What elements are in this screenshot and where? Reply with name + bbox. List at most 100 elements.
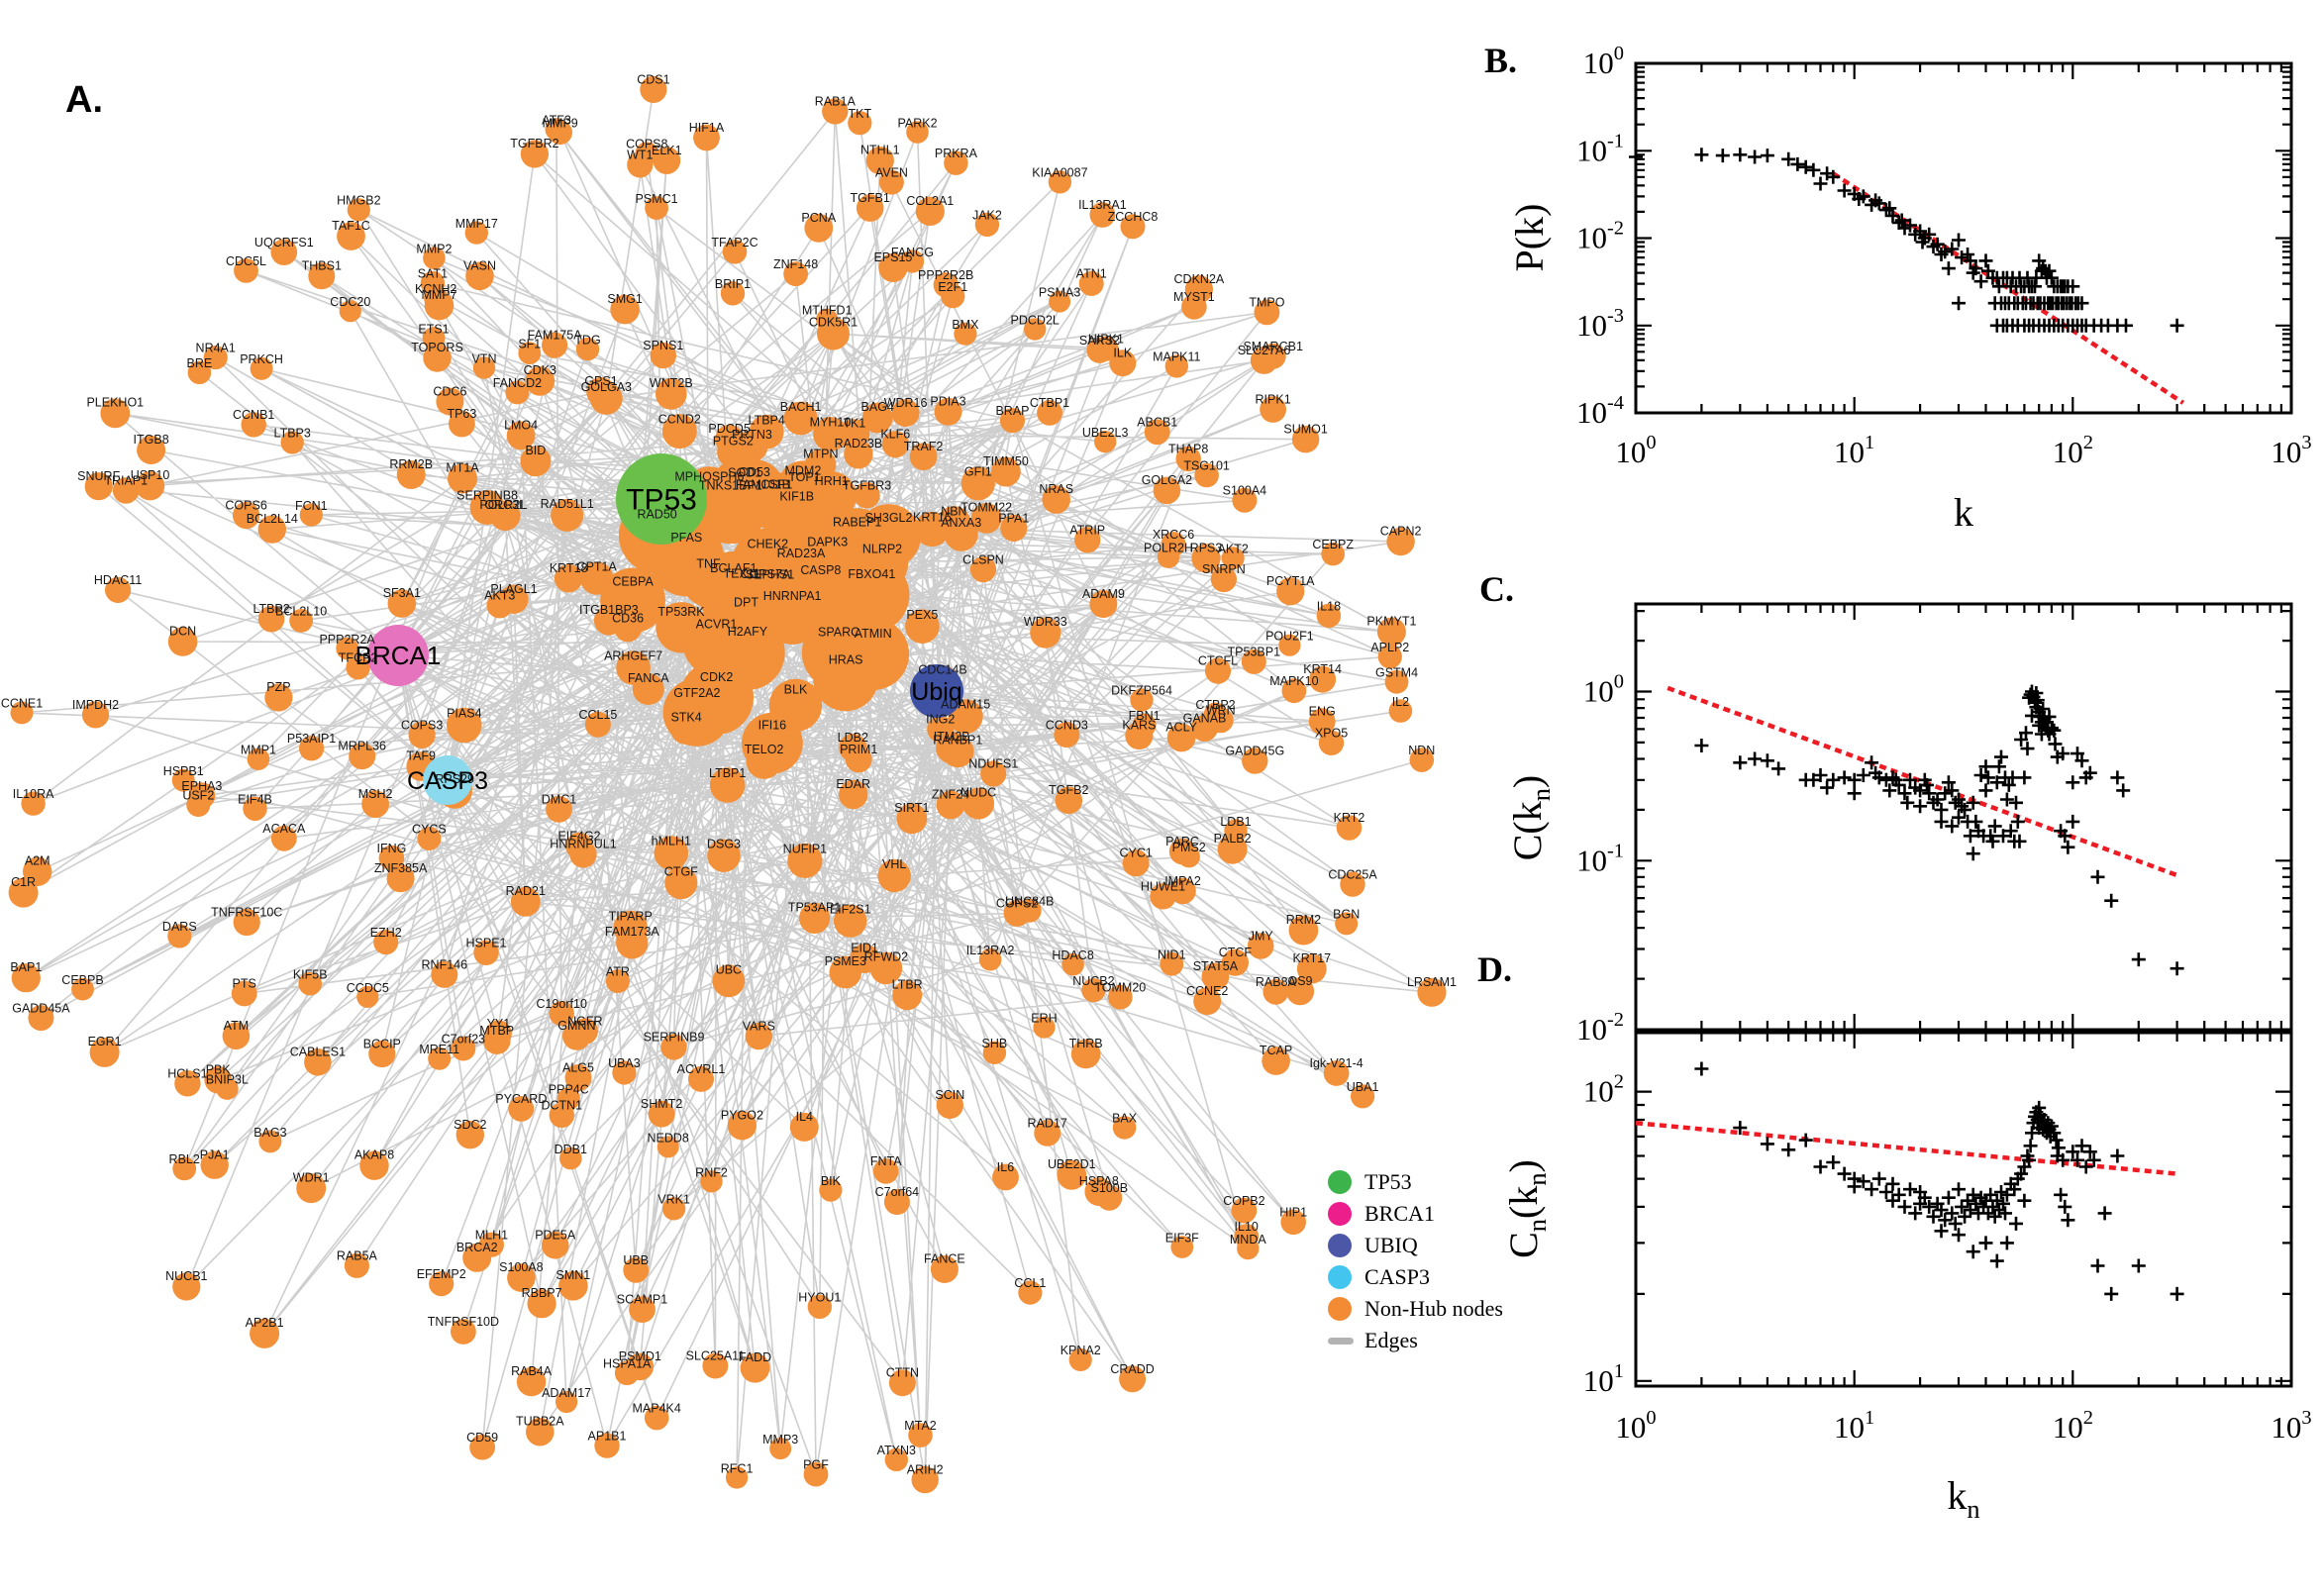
- network-legend: TP53 BRCA1 UBIQ CASP3 Non-Hub nodes Edge…: [1328, 1169, 1503, 1360]
- network-node-label: BAG4: [861, 400, 894, 414]
- network-node: [927, 715, 955, 743]
- network-node-label: FNTA: [870, 1154, 902, 1168]
- network-node-label: PMS2: [1172, 841, 1206, 854]
- network-node-label: CCNB1: [233, 408, 274, 422]
- network-node-label: ATF3: [542, 113, 571, 127]
- network-node-label: CCL1: [1014, 1276, 1046, 1290]
- network-node-label: SEPHS1: [746, 567, 794, 581]
- network-node: [629, 1296, 656, 1323]
- network-node-label: OS9: [1287, 974, 1312, 988]
- network-node-label: TAF9: [406, 748, 436, 762]
- network-node: [908, 1423, 933, 1447]
- network-node-label: MLH1: [475, 1229, 508, 1243]
- network-node-label: UNC84B: [1005, 894, 1054, 908]
- network-node-label: TRIAP1: [104, 473, 148, 487]
- network-node: [428, 1047, 452, 1070]
- network-node: [1081, 978, 1106, 1003]
- network-node: [135, 471, 165, 501]
- network-node: [298, 971, 323, 996]
- legend-label: Non-Hub nodes: [1364, 1296, 1503, 1321]
- network-node: [777, 460, 829, 511]
- network-node-label: MNDA: [1230, 1233, 1266, 1247]
- network-node: [417, 827, 442, 850]
- network-node-label: CEBPA: [612, 575, 654, 589]
- network-node-label: DAPK3: [807, 536, 848, 549]
- network-node: [1068, 1347, 1092, 1371]
- network-node: [1089, 590, 1118, 619]
- hub-label-brca1: BRCA1: [355, 641, 442, 670]
- network-node-label: TIPARP: [609, 909, 653, 923]
- network-node: [1296, 953, 1327, 984]
- network-node-label: ABCB1: [1137, 416, 1177, 430]
- hub-label-tp53: TP53: [626, 484, 697, 517]
- network-node: [1221, 948, 1249, 976]
- network-node-label: TNFRSF10C: [211, 905, 282, 919]
- network-node-label: CCND3: [1046, 718, 1088, 732]
- network-node: [347, 198, 370, 222]
- network-node-label: SMG1: [607, 292, 642, 306]
- network-node: [234, 258, 258, 283]
- network-node: [200, 1150, 229, 1179]
- network-node: [914, 511, 951, 548]
- network-node-label: MMP7: [421, 288, 456, 302]
- network-node-label: FAM175A: [528, 329, 583, 343]
- network-node: [489, 500, 521, 532]
- network-node-label: UBE2L3: [1082, 426, 1129, 440]
- network-node-label: BIK: [821, 1174, 842, 1188]
- network-node: [610, 294, 640, 325]
- network-node-label: GADD45G: [1225, 745, 1284, 758]
- network-node: [564, 1064, 592, 1091]
- network-node: [525, 366, 556, 396]
- network-node: [1291, 426, 1320, 453]
- network-node: [346, 655, 370, 680]
- legend-item-tp53: TP53: [1328, 1169, 1503, 1194]
- network-node-label: CTBP2: [1195, 698, 1235, 712]
- network-node: [896, 803, 928, 835]
- network-node: [1247, 933, 1274, 959]
- network-node-label: GOLGA3: [581, 380, 632, 394]
- network-node: [1034, 1120, 1061, 1147]
- network-node-label: BRE: [187, 356, 213, 370]
- network-node-label: SHMT2: [641, 1097, 682, 1111]
- network-node-label: TOP1: [788, 470, 820, 484]
- network-node: [10, 701, 34, 725]
- network-node: [187, 360, 212, 385]
- network-node-label: AP1B1: [588, 1429, 627, 1443]
- network-node-label: DSG3: [707, 838, 741, 851]
- network-node: [559, 1147, 582, 1170]
- network-node: [1030, 617, 1061, 648]
- network-node-label: MSH2: [358, 787, 393, 801]
- network-node: [1054, 722, 1080, 748]
- network-node: [1231, 1197, 1258, 1224]
- network-node-label: VTN: [472, 352, 497, 366]
- network-node: [1417, 977, 1447, 1007]
- network-node-label: SLC25A11: [686, 1349, 746, 1363]
- network-node-label: NRAS: [1039, 482, 1073, 496]
- network-node: [89, 1037, 120, 1067]
- network-node-label: H2AFY: [728, 625, 768, 639]
- network-node-label: ACVRL1: [677, 1062, 726, 1076]
- network-node-label: TK1: [843, 417, 865, 431]
- network-node: [720, 281, 746, 306]
- nonhub-swatch-icon: [1328, 1297, 1352, 1321]
- network-node: [877, 858, 911, 893]
- network-node: [299, 736, 325, 761]
- network-node-label: FAM101B: [736, 477, 790, 491]
- network-node: [1018, 1280, 1043, 1305]
- network-node: [586, 377, 616, 407]
- network-node: [819, 1178, 843, 1202]
- network-node-label: TNFRSF10D: [428, 1315, 499, 1329]
- network-node-label: CTGF: [664, 864, 698, 878]
- network-node-label: YY1: [487, 1017, 511, 1031]
- network-node-label: BACH1: [780, 400, 822, 414]
- network-node-label: CHEK2: [747, 538, 788, 551]
- network-node: [789, 1112, 819, 1142]
- network-node: [727, 1111, 758, 1141]
- network-node-label: P53AIP1: [287, 732, 336, 746]
- panel-a-label: A.: [65, 79, 103, 121]
- y-tick-label: 10-3: [1576, 305, 1624, 343]
- network-node-label: S100B: [1091, 1181, 1129, 1195]
- network-node: [834, 904, 867, 938]
- network-node-label: ACVR1: [696, 617, 738, 631]
- network-node-label: CCL15: [578, 708, 617, 722]
